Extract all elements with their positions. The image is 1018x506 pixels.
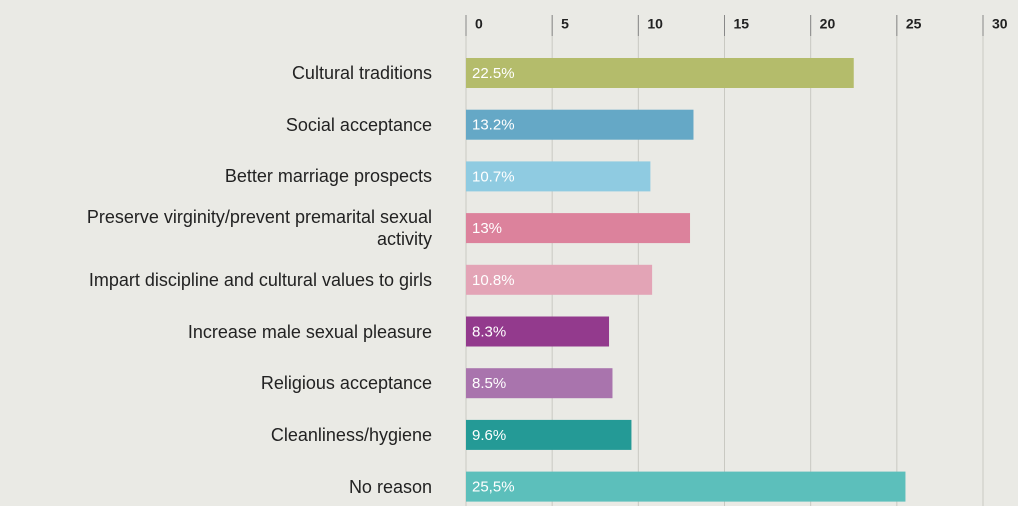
value-label: 8.3% [472, 323, 506, 340]
value-label: 13% [472, 220, 502, 237]
value-label: 13.2% [472, 117, 515, 134]
x-tick-label: 20 [820, 16, 836, 32]
x-tick-label: 30 [992, 16, 1008, 32]
bar [466, 58, 854, 88]
value-label: 10.8% [472, 272, 515, 289]
x-tick-label: 0 [475, 16, 483, 32]
y-tick-label: Cleanliness/hygiene [270, 424, 432, 445]
x-tick-label: 5 [561, 16, 569, 32]
y-tick-label: Preserve virginity/prevent premarital se… [86, 207, 432, 250]
bar [466, 471, 906, 502]
y-tick-label: Cultural traditions [291, 63, 432, 83]
bar [466, 419, 632, 450]
bar [466, 316, 610, 347]
y-tick-label: No reason [348, 476, 432, 497]
x-tick-label: 15 [734, 16, 750, 32]
y-tick-label: Impart discipline and cultural values to… [88, 269, 432, 290]
y-tick-label: Increase male sexual pleasure [187, 321, 432, 342]
bar [466, 213, 691, 244]
bar [466, 109, 694, 140]
value-label: 9.6% [472, 427, 506, 444]
value-label: 22.5% [472, 65, 515, 82]
x-tick-label: 10 [647, 16, 663, 32]
y-tick-label: Religious acceptance [260, 373, 432, 394]
bar [466, 368, 613, 399]
y-tick-label: Better marriage prospects [224, 166, 432, 187]
x-tick-label: 25 [906, 16, 922, 32]
value-label: 25,5% [472, 479, 515, 496]
value-label: 10.7% [472, 168, 515, 185]
y-tick-label: Social acceptance [285, 114, 432, 135]
bar [466, 161, 651, 192]
value-label: 8.5% [472, 375, 506, 392]
bar [466, 264, 653, 295]
